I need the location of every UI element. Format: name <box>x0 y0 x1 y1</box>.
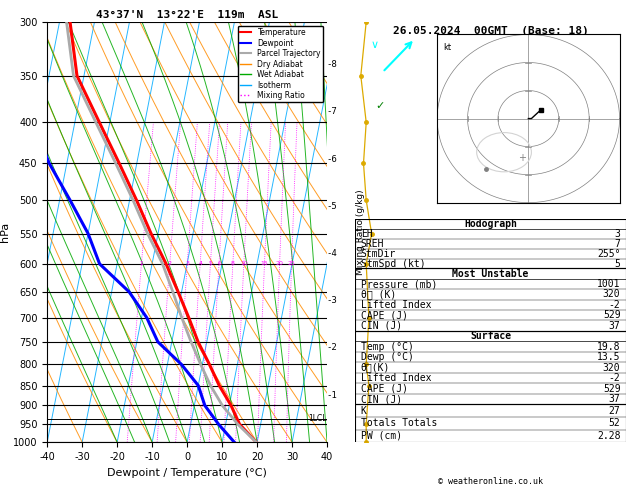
Text: 2.28: 2.28 <box>597 431 620 441</box>
Text: CIN (J): CIN (J) <box>361 394 402 404</box>
Text: -3: -3 <box>326 296 337 305</box>
Text: kt: kt <box>443 43 452 52</box>
Text: 37: 37 <box>609 321 620 330</box>
Text: -7: -7 <box>326 107 337 117</box>
Text: -2: -2 <box>326 344 337 352</box>
Text: 3: 3 <box>615 229 620 239</box>
Text: 8: 8 <box>231 261 235 266</box>
Text: Lifted Index: Lifted Index <box>361 373 431 383</box>
Text: 52: 52 <box>609 418 620 428</box>
Text: Dewp (°C): Dewp (°C) <box>361 352 414 362</box>
Text: CAPE (J): CAPE (J) <box>361 310 408 320</box>
Text: θᴄ(K): θᴄ(K) <box>361 363 390 373</box>
Text: -5: -5 <box>326 202 337 211</box>
Text: 13.5: 13.5 <box>597 352 620 362</box>
Text: 2: 2 <box>168 261 172 266</box>
Text: 3: 3 <box>186 261 189 266</box>
Text: Surface: Surface <box>470 331 511 341</box>
Y-axis label: hPa: hPa <box>0 222 10 242</box>
Title: 43°37'N  13°22'E  119m  ASL: 43°37'N 13°22'E 119m ASL <box>96 10 278 20</box>
Text: 5: 5 <box>209 261 213 266</box>
Text: 25: 25 <box>287 261 296 266</box>
Text: ∨: ∨ <box>370 40 379 50</box>
Text: -2: -2 <box>609 373 620 383</box>
Text: PW (cm): PW (cm) <box>361 431 402 441</box>
Text: Temp (°C): Temp (°C) <box>361 342 414 351</box>
Text: ✓: ✓ <box>375 101 384 111</box>
Text: Hodograph: Hodograph <box>464 219 517 229</box>
Text: 4: 4 <box>198 261 203 266</box>
Text: 529: 529 <box>603 383 620 394</box>
Text: Pressure (mb): Pressure (mb) <box>361 279 437 289</box>
Text: 1001: 1001 <box>597 279 620 289</box>
Text: -4: -4 <box>326 249 337 258</box>
Text: 255°: 255° <box>597 249 620 259</box>
Text: -8: -8 <box>326 60 337 69</box>
Text: EH: EH <box>361 229 372 239</box>
Text: 10: 10 <box>240 261 248 266</box>
Text: K: K <box>361 406 367 416</box>
Text: SREH: SREH <box>361 239 384 249</box>
Text: Totals Totals: Totals Totals <box>361 418 437 428</box>
Text: 5: 5 <box>615 259 620 269</box>
Text: 320: 320 <box>603 290 620 299</box>
Text: +: + <box>518 153 526 163</box>
Text: CIN (J): CIN (J) <box>361 321 402 330</box>
Text: 27: 27 <box>609 406 620 416</box>
Text: 37: 37 <box>609 394 620 404</box>
Text: Lifted Index: Lifted Index <box>361 300 431 310</box>
Text: 26.05.2024  00GMT  (Base: 18): 26.05.2024 00GMT (Base: 18) <box>392 26 589 36</box>
Text: Most Unstable: Most Unstable <box>452 269 529 278</box>
Legend: Temperature, Dewpoint, Parcel Trajectory, Dry Adiabat, Wet Adiabat, Isotherm, Mi: Temperature, Dewpoint, Parcel Trajectory… <box>238 26 323 103</box>
Text: 7: 7 <box>615 239 620 249</box>
Text: StmSpd (kt): StmSpd (kt) <box>361 259 425 269</box>
Text: 15: 15 <box>260 261 269 266</box>
Text: 6: 6 <box>217 261 221 266</box>
Text: 20: 20 <box>276 261 284 266</box>
Text: 320: 320 <box>603 363 620 373</box>
Text: 529: 529 <box>603 310 620 320</box>
Text: Mixing Ratio (g/kg): Mixing Ratio (g/kg) <box>355 189 365 275</box>
Text: 1: 1 <box>140 261 143 266</box>
Text: -2: -2 <box>609 300 620 310</box>
Text: StmDir: StmDir <box>361 249 396 259</box>
Text: 19.8: 19.8 <box>597 342 620 351</box>
Text: 1LCL: 1LCL <box>309 414 327 423</box>
Text: -6: -6 <box>326 155 337 164</box>
X-axis label: Dewpoint / Temperature (°C): Dewpoint / Temperature (°C) <box>107 468 267 478</box>
Text: CAPE (J): CAPE (J) <box>361 383 408 394</box>
Text: -1: -1 <box>326 391 337 399</box>
Text: θᴄ (K): θᴄ (K) <box>361 290 396 299</box>
Text: © weatheronline.co.uk: © weatheronline.co.uk <box>438 477 543 486</box>
